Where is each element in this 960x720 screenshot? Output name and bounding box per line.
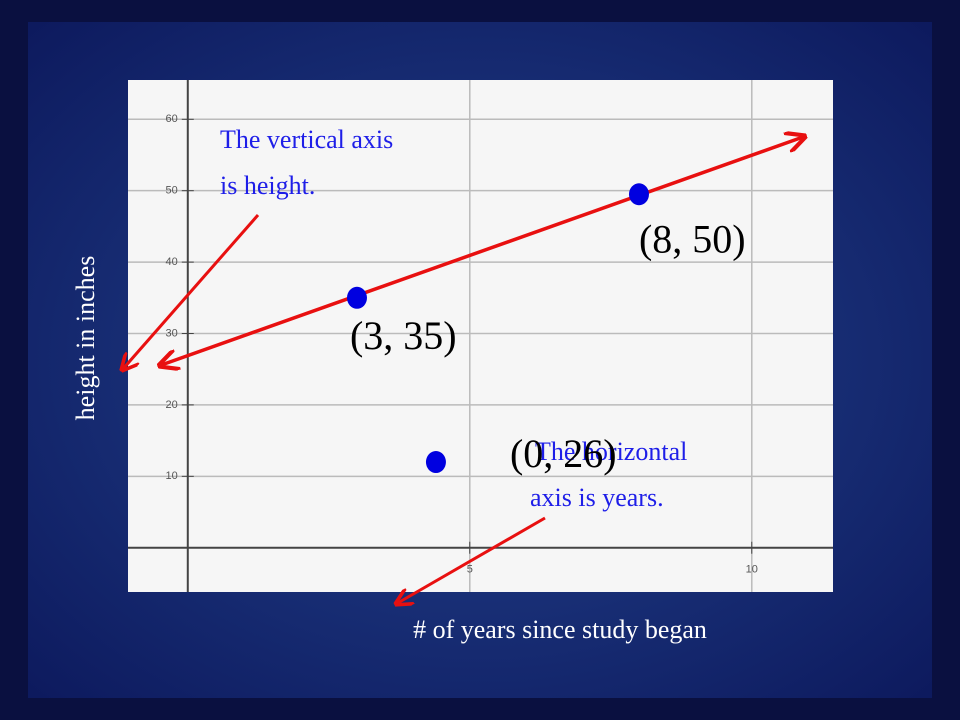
point (346, 286, 367, 309)
y-tick-label: 30 (166, 327, 178, 339)
point-label: (8, 50) (639, 216, 746, 261)
x-tick-label: 5 (467, 564, 473, 576)
annotation-line: is height. (220, 171, 315, 200)
y-tick-label: 50 (166, 185, 178, 197)
annotation-line: axis is years. (530, 483, 664, 512)
annotation-arrow (122, 214, 260, 370)
annotation: The vertical axis is height. (220, 125, 400, 200)
y-axis-label: height in inches (71, 256, 100, 421)
plot: 10 20 30 40 50 60 5 10 (128, 80, 833, 592)
y-tick-label: 10 (166, 470, 178, 482)
annotation-arrow (396, 516, 546, 604)
x-axis-label: # of years since study began (413, 615, 707, 644)
y-tick-label: 20 (166, 399, 178, 411)
y-tick-label: 40 (166, 256, 178, 268)
x-tick-label: 10 (746, 564, 758, 576)
plot-area (128, 80, 833, 592)
annotation-line: The horizontal (535, 437, 687, 466)
point (628, 183, 649, 206)
y-tick-label: 60 (166, 113, 178, 125)
point-label: (0, 26) (510, 431, 617, 476)
point (425, 451, 446, 474)
annotation: The horizontal axis is years. (530, 437, 694, 512)
annotation-line: The vertical axis (220, 125, 393, 154)
point-label: (3, 35) (350, 313, 457, 358)
trend-line (160, 136, 805, 365)
